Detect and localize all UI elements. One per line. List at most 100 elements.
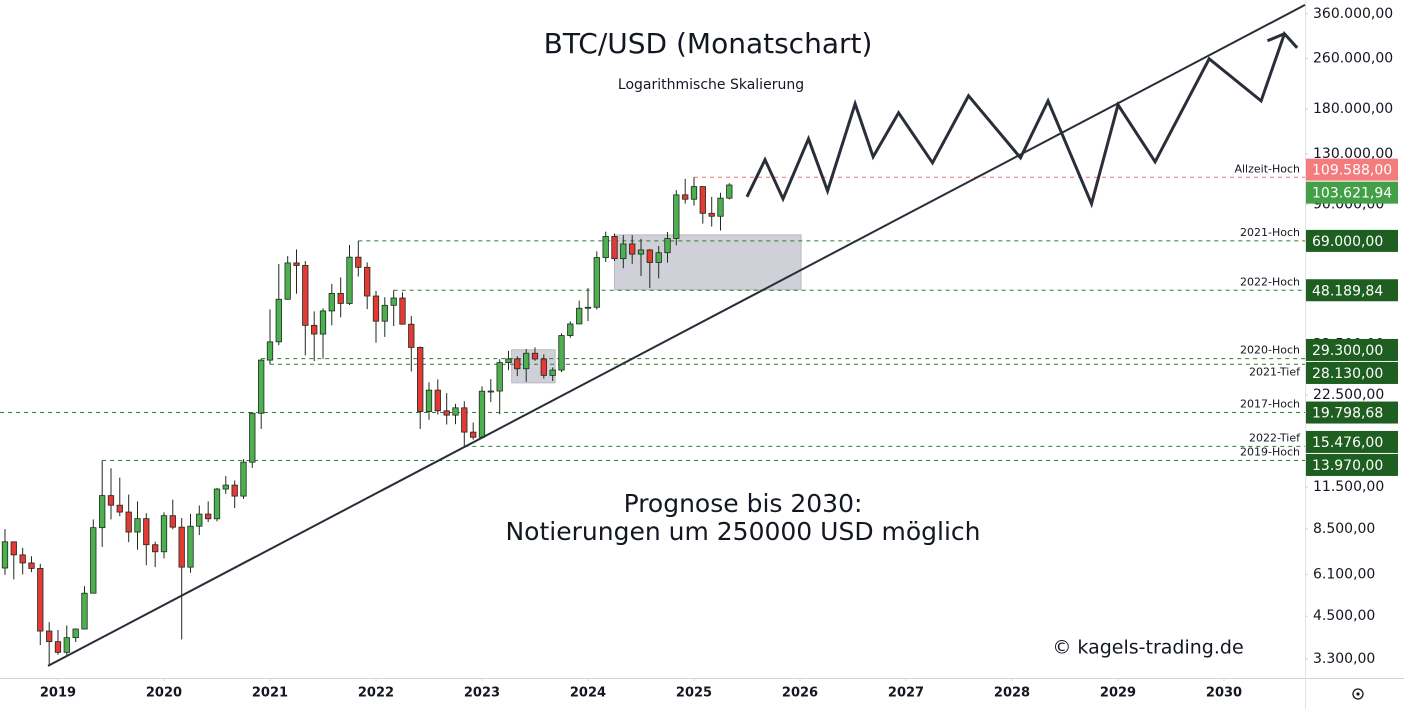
candle-body (452, 407, 459, 416)
level-label: 2022-Tief (1249, 431, 1301, 444)
candle-body (505, 358, 512, 364)
price-tag-label: 28.130,00 (1312, 366, 1383, 382)
candle-body (364, 266, 371, 297)
candle-body (699, 186, 706, 214)
annotation: Prognose bis 2030: (624, 489, 863, 518)
candle-body (107, 495, 115, 506)
candle-body (593, 257, 600, 308)
x-tick-label: 2028 (994, 686, 1030, 701)
price-tag-label: 13.970,00 (1312, 458, 1383, 474)
x-tick-label: 2030 (1206, 686, 1242, 701)
candle-body (205, 513, 212, 520)
gear-center[interactable] (1356, 692, 1360, 696)
candle-body (629, 243, 636, 255)
candle-body (620, 243, 627, 260)
settings-icon[interactable] (1352, 688, 1364, 700)
level-label: 2017-Hoch (1240, 398, 1300, 411)
candle-body (346, 256, 353, 304)
candle-body (311, 324, 318, 335)
candle-body (381, 304, 388, 322)
candles (1, 177, 733, 667)
candle-body (72, 628, 79, 639)
level-label: 2021-Tief (1249, 365, 1301, 378)
levels: Allzeit-Hoch 2021-Hoch 2022-Hoch 2020-Hoch 2… (0, 162, 1305, 461)
candle-body (19, 554, 26, 564)
candle-body (399, 297, 406, 325)
gear[interactable] (1352, 688, 1364, 700)
zones (511, 234, 802, 384)
candle-body (646, 249, 653, 263)
candle-body (266, 341, 274, 361)
price-tag-label: 48.189,84 (1312, 283, 1383, 299)
candle-body (567, 323, 574, 336)
price-tag-label: 15.476,00 (1312, 435, 1383, 451)
price-tag (1306, 453, 1398, 476)
price-tag (1306, 401, 1398, 424)
level-label: 2019-Hoch (1240, 445, 1300, 458)
candle-body (258, 359, 265, 414)
price-tag (1306, 430, 1398, 453)
candle-body (540, 358, 547, 376)
candle-body (558, 335, 565, 371)
candle-body (196, 513, 203, 527)
zone (613, 234, 802, 291)
drawings (47, 4, 1306, 667)
candle-body (673, 194, 680, 239)
candle-body (160, 515, 168, 553)
candle-body (726, 184, 733, 199)
candle-body (708, 212, 715, 217)
x-tick-label: 2027 (888, 686, 924, 701)
candle-body (602, 236, 609, 258)
candle-body (496, 362, 503, 392)
candle-body (125, 511, 132, 533)
candle-body (611, 236, 618, 260)
candle-body (116, 504, 123, 513)
candle-body (293, 262, 300, 266)
price-tag (1306, 158, 1398, 181)
candle-body (717, 197, 724, 217)
y-tick-label: 6.100,00 (1313, 566, 1375, 582)
candle-body (46, 630, 53, 643)
candle-body (90, 527, 97, 594)
candle-body (461, 407, 468, 433)
x-tick-label: 2021 (252, 686, 288, 701)
y-tick-label: 3.300,00 (1313, 651, 1375, 667)
candle-body (408, 323, 415, 348)
candle-body (417, 346, 424, 412)
x-tick-label: 2025 (676, 686, 712, 701)
candle-body (337, 292, 344, 304)
price-tag-label: 69.000,00 (1312, 234, 1383, 250)
x-tick-label: 2029 (1100, 686, 1136, 701)
candle-body (81, 592, 88, 630)
y-tick-label: 4.500,00 (1313, 608, 1375, 624)
y-tick-label: 360.000,00 (1313, 6, 1393, 22)
candle-body (54, 641, 62, 653)
candle-body (222, 484, 229, 490)
y-tick-label: 260.000,00 (1313, 51, 1393, 67)
candle-body (487, 390, 494, 393)
candle-body (178, 526, 185, 568)
level-label: 2021-Hoch (1240, 226, 1300, 239)
candle-body (143, 518, 150, 546)
candle-body (443, 410, 450, 416)
chart-subtitle: Logarithmische Skalierung (618, 77, 804, 93)
candle-body (99, 495, 106, 529)
candle-body (576, 307, 583, 325)
price-tag (1306, 279, 1398, 302)
x-tick-label: 2022 (358, 686, 394, 701)
level-label: Allzeit-Hoch (1234, 162, 1300, 175)
candle-body (425, 389, 433, 412)
price-tag-label: 103.621,94 (1312, 186, 1392, 202)
candle-body (637, 249, 645, 255)
candle-body (328, 292, 335, 312)
level-label: 2020-Hoch (1240, 344, 1300, 357)
axes: 2019 2020 2021 2022 2023 2024 2025 2026 2027 2028… (40, 6, 1393, 701)
candle-body (390, 297, 397, 306)
candle-body (372, 295, 380, 322)
candle-body (10, 541, 17, 556)
candle-body (682, 194, 689, 200)
candle-body (240, 461, 247, 497)
candle-body (514, 358, 521, 370)
candle-body (478, 390, 486, 438)
